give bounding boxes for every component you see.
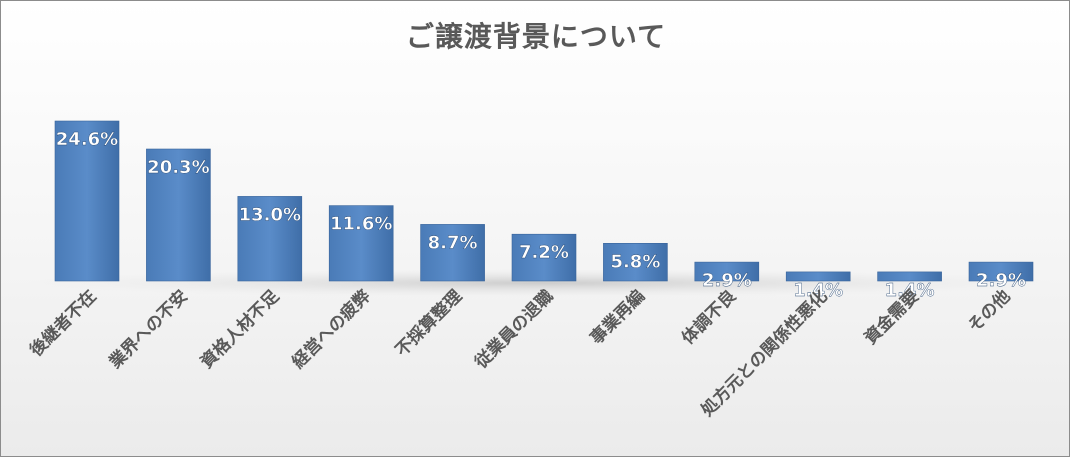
category-label: 後継者不在 [26,286,101,361]
data-label: 8.7% [428,232,478,253]
bar [694,261,760,282]
bar [420,224,485,282]
chart-title: ご譲渡背景について [405,20,667,53]
bar [328,205,394,282]
category-label: その他 [964,286,1015,337]
bar [968,261,1034,282]
data-label: 24.6% [56,129,118,150]
data-label: 7.2% [519,242,569,263]
bar [603,243,668,282]
bar [54,120,120,282]
bar [237,196,303,282]
data-label: 11.6% [330,214,392,235]
category-label: 不採算整理 [391,286,466,361]
bar [146,148,211,282]
data-label: 5.8% [610,251,660,272]
bar [785,271,851,282]
data-label: 13.0% [239,204,301,225]
bar [511,233,577,282]
data-label: 20.3% [147,157,209,178]
category-label: 業界への不安 [105,286,192,373]
category-label: 経営への疲弊 [288,285,376,373]
data-label: 2.9% [976,270,1026,291]
bar [877,271,942,282]
data-label: 2.9% [702,270,752,291]
category-label: 資格人材不足 [196,286,283,373]
data-label: 1.4% [885,280,935,301]
data-label: 1.4% [793,280,843,301]
category-label: 従業員の退職 [470,286,558,374]
